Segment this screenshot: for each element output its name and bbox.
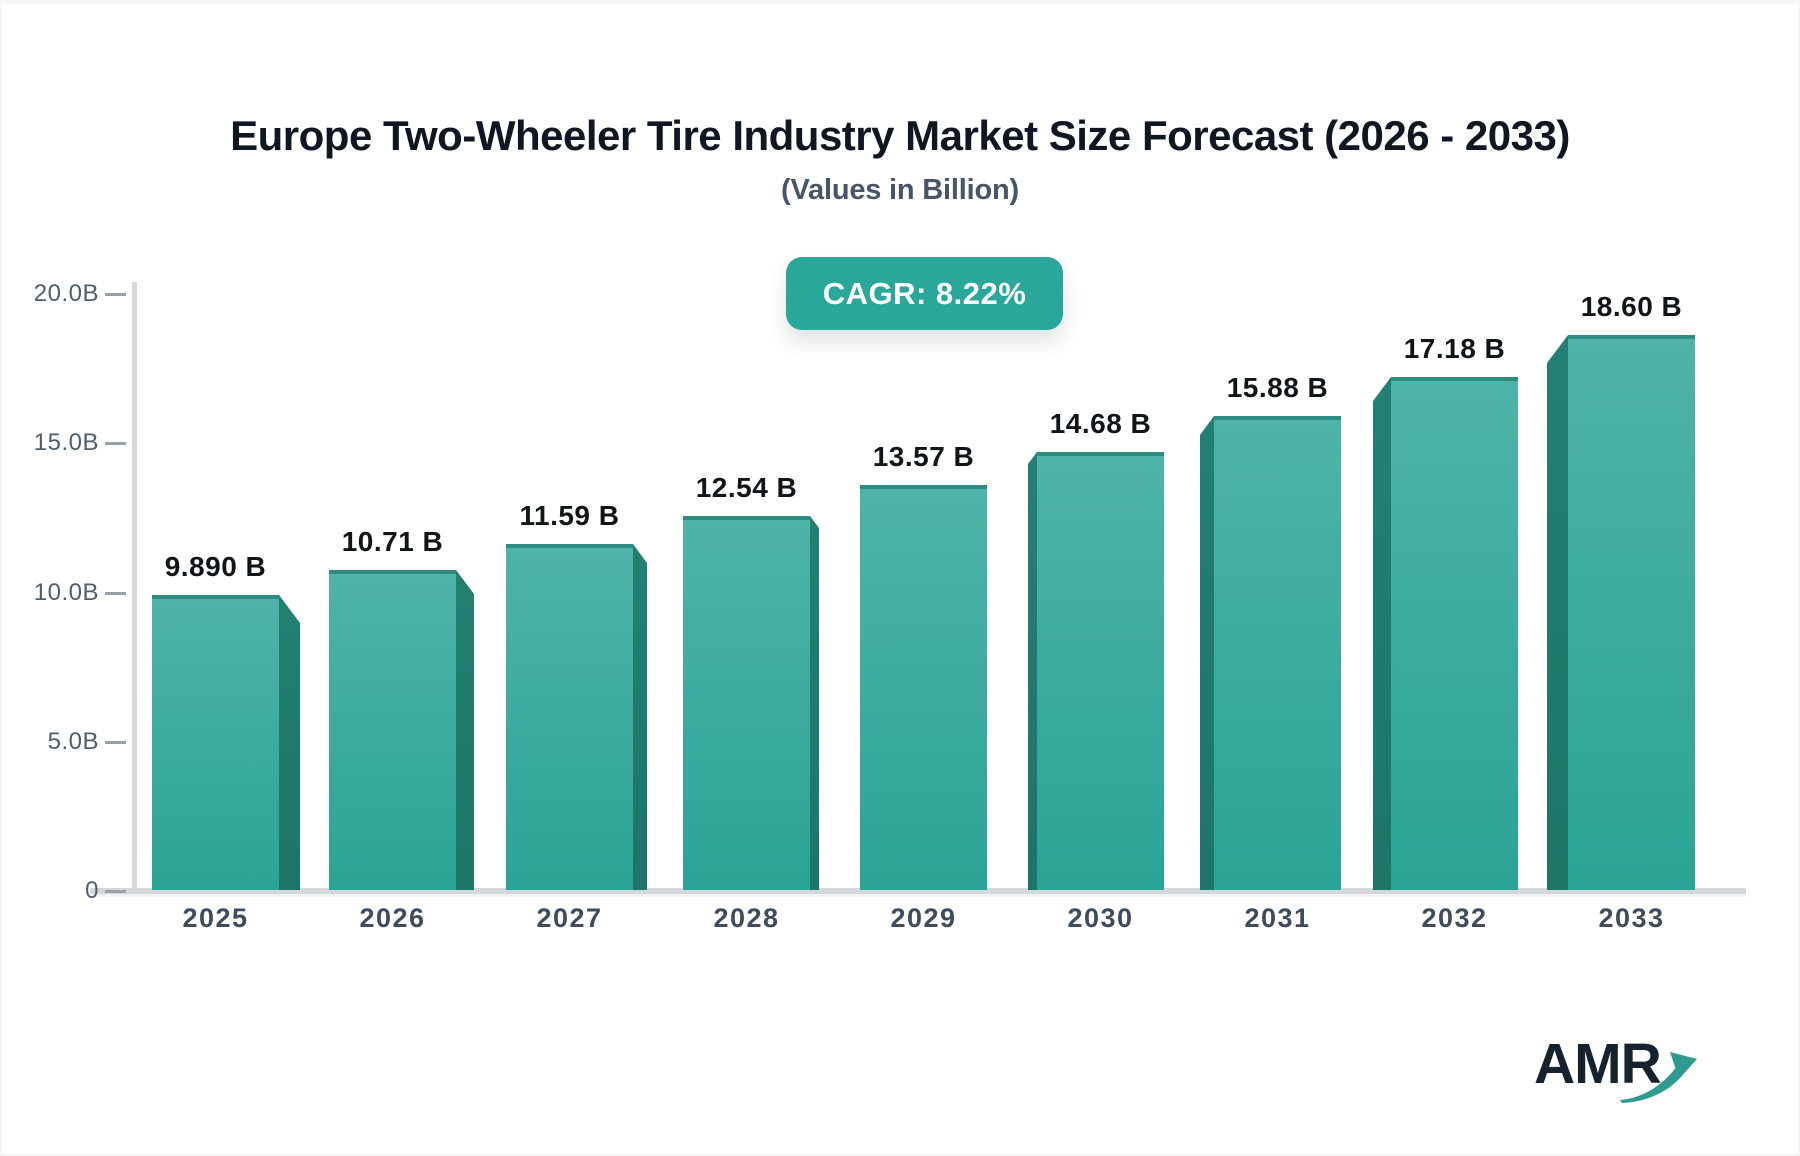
y-axis-tick-label: 0: [85, 877, 99, 904]
bar-value-label: 9.890 B: [164, 551, 267, 582]
bar-value-label: 15.88 B: [1226, 372, 1329, 403]
bar-2025: [152, 595, 279, 890]
bar-value-label: 13.57 B: [872, 441, 975, 472]
bar-2031: [1214, 416, 1341, 890]
bar-2028: [683, 516, 810, 890]
bar-2028-side-face: [810, 516, 819, 890]
bar-2026: [329, 570, 456, 890]
x-axis-label: 2030: [1067, 903, 1134, 933]
y-axis-tick-label: 15.0B: [33, 429, 99, 457]
bar-2031-side-face: [1200, 416, 1214, 890]
x-axis-label: 2029: [890, 903, 957, 933]
bar-2033: [1568, 335, 1695, 890]
x-axis-line: [90, 888, 1746, 894]
x-axis-label: 2027: [536, 903, 603, 933]
bar-2033-side-face: [1547, 335, 1568, 890]
bar-2027-side-face: [633, 544, 647, 890]
bar-2032: [1391, 377, 1518, 890]
y-axis-tick-label: 20.0B: [33, 280, 99, 307]
bar-2025-side-face: [279, 595, 300, 890]
chart-subtitle: (Values in Billion): [781, 174, 1019, 206]
bar-chart-plot: 0 5.0B 10.0B 15.0B 20.0B 9.890 B 2025 10.71 B 20…: [2, 4, 1798, 1154]
bar-value-label: 17.18 B: [1403, 333, 1506, 364]
bar-2027: [506, 544, 633, 890]
y-axis-tick-dash: [105, 890, 126, 893]
y-axis-tick-dash: [105, 442, 126, 446]
y-axis-tick-dash: [105, 591, 126, 595]
cagr-badge: CAGR: 8.22%: [786, 257, 1063, 330]
y-axis-line: [132, 282, 137, 891]
y-axis-tick-dash: [105, 293, 126, 296]
y-axis-tick-label: 5.0B: [47, 727, 99, 755]
bar-value-label: 18.60 B: [1580, 291, 1683, 322]
bar-value-label: 12.54 B: [695, 472, 798, 503]
bar-2026-side-face: [456, 570, 474, 890]
chart-canvas: Europe Two-Wheeler Tire Industry Market …: [2, 4, 1798, 1154]
bar-2030-side-face: [1028, 452, 1037, 890]
x-axis-label: 2033: [1598, 903, 1665, 933]
bar-value-label: 14.68 B: [1049, 408, 1152, 439]
y-axis-tick-dash: [105, 740, 126, 744]
x-axis-label: 2028: [713, 903, 780, 933]
bar-value-label: 10.71 B: [341, 526, 444, 557]
bar-value-label: 11.59 B: [519, 500, 620, 531]
y-axis-tick-label: 10.0B: [33, 578, 99, 606]
x-axis-label: 2032: [1421, 903, 1488, 933]
bar-2029: [860, 485, 987, 890]
bar-2032-side-face: [1373, 377, 1391, 890]
chart-title: Europe Two-Wheeler Tire Industry Market …: [230, 112, 1570, 159]
x-axis-label: 2031: [1244, 903, 1311, 933]
amr-logo: AMR: [1534, 1034, 1710, 1118]
x-axis-label: 2025: [182, 903, 249, 933]
x-axis-label: 2026: [359, 903, 426, 933]
trend-up-arrow-icon: [1620, 1052, 1697, 1103]
amr-logo-text: AMR: [1534, 1032, 1662, 1096]
bar-2030: [1037, 452, 1164, 890]
